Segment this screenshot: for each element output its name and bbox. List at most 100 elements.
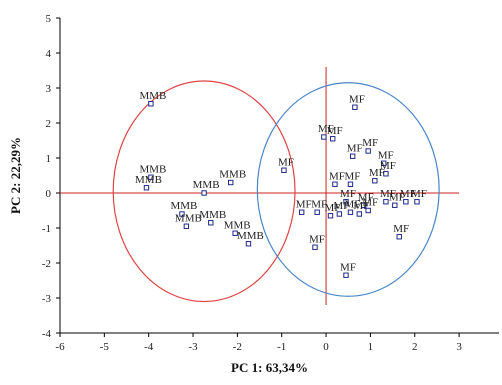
data-point bbox=[281, 167, 287, 173]
data-point bbox=[414, 199, 420, 205]
data-point bbox=[201, 190, 207, 196]
data-point-label: MF bbox=[309, 233, 325, 245]
data-point-label: MF bbox=[344, 198, 360, 210]
data-point bbox=[343, 272, 349, 278]
data-point-label: MF bbox=[327, 125, 343, 137]
x-tick-label: -5 bbox=[100, 341, 110, 353]
x-tick-label: 0 bbox=[323, 341, 329, 353]
data-point bbox=[381, 160, 387, 166]
y-tick-label: 3 bbox=[46, 83, 52, 95]
data-point-label: MMB bbox=[219, 169, 246, 181]
data-point-label: MF bbox=[378, 149, 394, 161]
x-axis-title: PC 1: 63,34% bbox=[231, 360, 308, 375]
data-point bbox=[396, 234, 402, 240]
data-point-label: MF bbox=[393, 223, 409, 235]
data-point bbox=[383, 199, 389, 205]
data-point-label: MF bbox=[329, 170, 345, 182]
y-tick-label: 1 bbox=[46, 153, 52, 165]
data-point-label: MMB bbox=[224, 219, 251, 231]
y-tick-label: 5 bbox=[46, 13, 52, 25]
y-tick-label: -1 bbox=[42, 223, 51, 235]
data-point bbox=[148, 174, 154, 180]
data-point bbox=[343, 199, 349, 205]
data-point bbox=[383, 171, 389, 177]
x-tick-label: -2 bbox=[233, 341, 242, 353]
data-point-label: MF bbox=[380, 188, 396, 200]
data-point-label: MF bbox=[353, 200, 369, 212]
data-point bbox=[332, 181, 338, 187]
y-tick-label: 0 bbox=[46, 188, 52, 200]
data-point bbox=[349, 153, 356, 159]
y-tick-label: -3 bbox=[42, 293, 52, 305]
x-tick-label: -4 bbox=[144, 341, 154, 353]
data-point bbox=[403, 199, 409, 205]
data-point bbox=[312, 244, 318, 250]
data-point bbox=[208, 220, 214, 226]
data-point-label: MF bbox=[340, 261, 356, 273]
data-point bbox=[148, 101, 154, 107]
data-point bbox=[321, 134, 327, 140]
data-point bbox=[232, 230, 238, 236]
y-axis-title: PC 2: 22,29% bbox=[8, 137, 23, 214]
data-point-label: MF bbox=[389, 191, 405, 203]
data-point bbox=[361, 202, 367, 208]
data-point bbox=[228, 179, 234, 186]
y-tick-label: -2 bbox=[42, 258, 51, 270]
data-point bbox=[372, 178, 378, 184]
data-point-label: MF bbox=[411, 188, 427, 200]
data-point-label: MF bbox=[325, 202, 341, 214]
x-tick-label: 2 bbox=[412, 341, 418, 353]
data-point bbox=[352, 104, 358, 110]
data-point bbox=[347, 209, 354, 215]
data-point-label: MF bbox=[296, 198, 312, 210]
data-point-label: MMB bbox=[193, 179, 220, 191]
data-point-label: MMB bbox=[135, 174, 162, 186]
y-tick-label: -4 bbox=[42, 328, 52, 340]
data-point-label: MF bbox=[340, 188, 356, 200]
y-tick-label: 2 bbox=[46, 118, 52, 130]
x-tick-label: -3 bbox=[188, 341, 198, 353]
data-point-label: MF bbox=[380, 160, 396, 172]
data-point-label: MMB bbox=[170, 200, 197, 212]
data-point bbox=[330, 136, 336, 142]
data-point-label: MF bbox=[349, 93, 365, 105]
data-point-label: MF bbox=[347, 142, 363, 154]
data-point bbox=[365, 148, 371, 154]
data-point-label: MMB bbox=[139, 90, 166, 102]
data-point-label: MF bbox=[311, 198, 327, 210]
data-point-label: MF bbox=[362, 197, 378, 209]
x-tick-label: 3 bbox=[456, 341, 462, 353]
data-point bbox=[183, 223, 190, 229]
data-point bbox=[314, 209, 320, 215]
data-point bbox=[347, 181, 354, 187]
data-point bbox=[143, 185, 150, 191]
data-point bbox=[392, 202, 398, 208]
x-tick-label: -1 bbox=[277, 341, 286, 353]
data-point bbox=[356, 211, 363, 217]
data-point bbox=[298, 209, 305, 215]
x-tick-label: 1 bbox=[368, 341, 374, 353]
data-point-label: MF bbox=[278, 156, 294, 168]
data-point-label: MF bbox=[369, 167, 385, 179]
data-point-label: MF bbox=[333, 200, 349, 212]
data-point bbox=[245, 241, 252, 247]
data-point bbox=[365, 207, 371, 214]
data-point bbox=[336, 211, 343, 217]
ellipse-mf bbox=[256, 82, 440, 297]
data-point bbox=[327, 213, 334, 219]
data-point-label: MMB bbox=[175, 212, 202, 224]
ellipse-mmb bbox=[112, 80, 296, 303]
data-point-label: MF bbox=[362, 137, 378, 149]
data-point-label: MF bbox=[344, 170, 360, 182]
data-point bbox=[179, 211, 185, 217]
x-tick-label: -6 bbox=[55, 341, 65, 353]
data-point-label: MMB bbox=[139, 163, 166, 175]
data-point-label: MF bbox=[400, 188, 416, 200]
data-point-label: MMB bbox=[199, 209, 226, 221]
data-point-label: MF bbox=[318, 123, 334, 135]
data-point-label: MMB bbox=[237, 230, 264, 242]
y-tick-label: 4 bbox=[46, 48, 52, 60]
data-point-label: MF bbox=[358, 191, 374, 203]
